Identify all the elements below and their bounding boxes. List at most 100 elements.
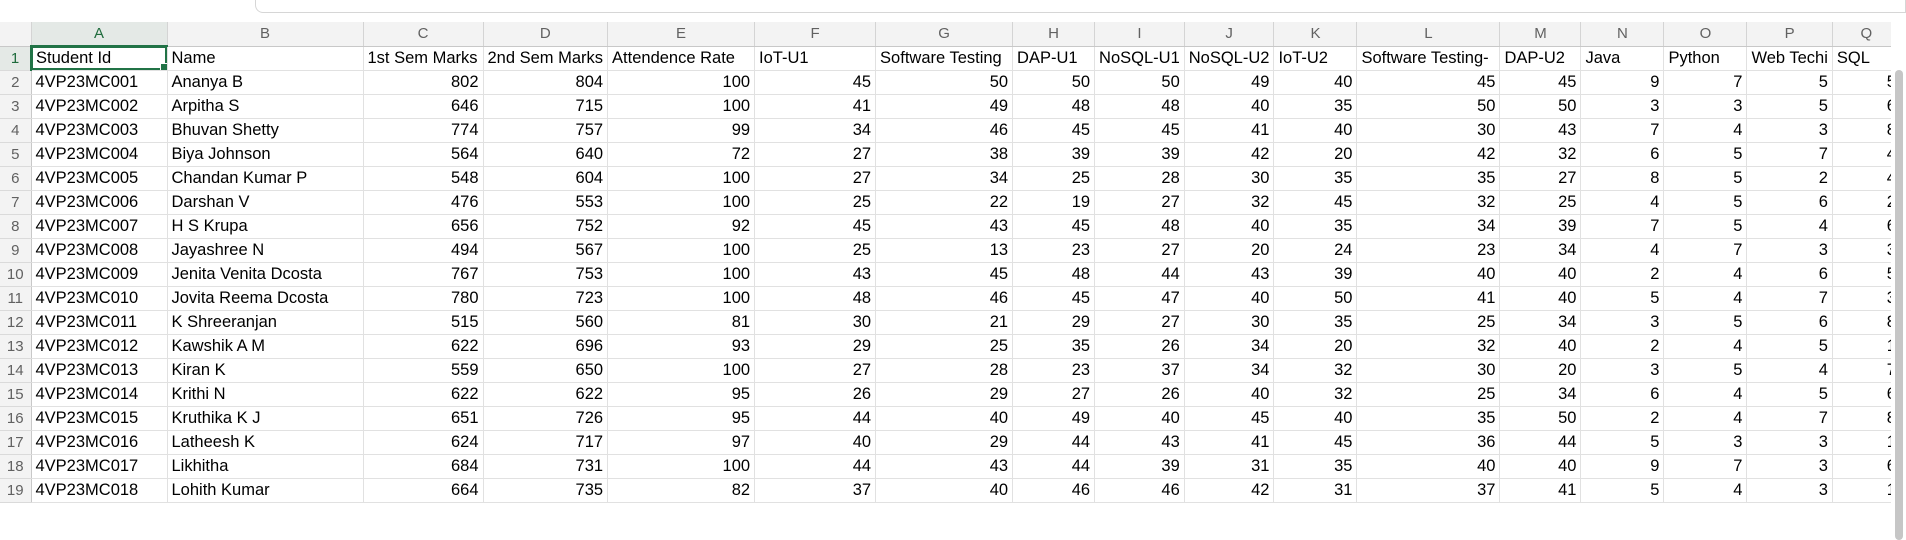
cell-f8[interactable]: 45 [754,214,877,239]
column-header-j[interactable]: J [1184,22,1275,47]
cell-j6[interactable]: 30 [1184,166,1275,191]
cell-o17[interactable]: 3 [1663,430,1748,455]
column-header-f[interactable]: F [754,22,877,47]
cell-d15[interactable]: 622 [483,382,609,407]
cell-b9[interactable]: Jayashree N [167,238,364,263]
cell-c8[interactable]: 656 [363,214,484,239]
cell-a3[interactable]: 4VP23MC002 [31,94,168,119]
cell-d1[interactable]: 2nd Sem Marks [483,46,609,71]
cell-h19[interactable]: 46 [1012,478,1096,503]
cell-m2[interactable]: 45 [1499,70,1582,95]
cell-j10[interactable]: 43 [1184,262,1275,287]
cell-f18[interactable]: 44 [754,454,877,479]
cell-l18[interactable]: 40 [1356,454,1501,479]
cell-o3[interactable]: 3 [1663,94,1748,119]
cell-j3[interactable]: 40 [1184,94,1275,119]
cell-j16[interactable]: 45 [1184,406,1275,431]
cell-e15[interactable]: 95 [607,382,756,407]
cell-g12[interactable]: 21 [875,310,1014,335]
cell-i13[interactable]: 26 [1094,334,1185,359]
scrollbar-thumb[interactable] [1895,70,1903,540]
cell-c13[interactable]: 622 [363,334,484,359]
cell-f16[interactable]: 44 [754,406,877,431]
cell-k3[interactable]: 35 [1273,94,1358,119]
cell-f15[interactable]: 26 [754,382,877,407]
cell-n2[interactable]: 9 [1580,70,1665,95]
cell-c17[interactable]: 624 [363,430,484,455]
row-header[interactable]: 15 [0,382,32,407]
column-header-h[interactable]: H [1012,22,1096,47]
column-header-b[interactable]: B [167,22,364,47]
cell-k10[interactable]: 39 [1273,262,1358,287]
cell-m7[interactable]: 25 [1499,190,1582,215]
cell-q18[interactable]: 6 [1832,454,1901,479]
cell-c10[interactable]: 767 [363,262,484,287]
cell-d3[interactable]: 715 [483,94,609,119]
cell-j13[interactable]: 34 [1184,334,1275,359]
cell-b10[interactable]: Jenita Venita Dcosta [167,262,364,287]
cell-m13[interactable]: 40 [1499,334,1582,359]
cell-a16[interactable]: 4VP23MC015 [31,406,168,431]
cell-d7[interactable]: 553 [483,190,609,215]
cell-e8[interactable]: 92 [607,214,756,239]
cell-c4[interactable]: 774 [363,118,484,143]
cell-e2[interactable]: 100 [607,70,756,95]
cell-e4[interactable]: 99 [607,118,756,143]
cell-h15[interactable]: 27 [1012,382,1096,407]
cell-l16[interactable]: 35 [1356,406,1501,431]
cell-m5[interactable]: 32 [1499,142,1582,167]
cell-n3[interactable]: 3 [1580,94,1665,119]
cell-k7[interactable]: 45 [1273,190,1358,215]
cell-m19[interactable]: 41 [1499,478,1582,503]
cell-m14[interactable]: 20 [1499,358,1582,383]
cell-e17[interactable]: 97 [607,430,756,455]
cell-d18[interactable]: 731 [483,454,609,479]
cell-c9[interactable]: 494 [363,238,484,263]
cell-g6[interactable]: 34 [875,166,1014,191]
cell-h4[interactable]: 45 [1012,118,1096,143]
cell-e1[interactable]: Attendence Rate [607,46,756,71]
cell-b13[interactable]: Kawshik A M [167,334,364,359]
cell-i6[interactable]: 28 [1094,166,1185,191]
cell-n15[interactable]: 6 [1580,382,1665,407]
cell-i5[interactable]: 39 [1094,142,1185,167]
cell-h17[interactable]: 44 [1012,430,1096,455]
cell-h7[interactable]: 19 [1012,190,1096,215]
cell-k15[interactable]: 32 [1273,382,1358,407]
cell-q1[interactable]: SQL [1832,46,1901,71]
cell-p18[interactable]: 3 [1746,454,1833,479]
cell-f4[interactable]: 34 [754,118,877,143]
cell-b1[interactable]: Name [167,46,364,71]
cell-k18[interactable]: 35 [1273,454,1358,479]
formula-bar-input[interactable] [255,0,1906,13]
cell-m3[interactable]: 50 [1499,94,1582,119]
cell-e10[interactable]: 100 [607,262,756,287]
cell-l2[interactable]: 45 [1356,70,1501,95]
cell-j12[interactable]: 30 [1184,310,1275,335]
cell-d14[interactable]: 650 [483,358,609,383]
cell-i7[interactable]: 27 [1094,190,1185,215]
cell-p17[interactable]: 3 [1746,430,1833,455]
cell-d4[interactable]: 757 [483,118,609,143]
cell-b18[interactable]: Likhitha [167,454,364,479]
cell-m10[interactable]: 40 [1499,262,1582,287]
cell-l13[interactable]: 32 [1356,334,1501,359]
cell-l19[interactable]: 37 [1356,478,1501,503]
cell-k19[interactable]: 31 [1273,478,1358,503]
cell-d6[interactable]: 604 [483,166,609,191]
cell-k9[interactable]: 24 [1273,238,1358,263]
column-header-o[interactable]: O [1663,22,1748,47]
cell-i3[interactable]: 48 [1094,94,1185,119]
cell-p13[interactable]: 5 [1746,334,1833,359]
cell-n18[interactable]: 9 [1580,454,1665,479]
cell-n11[interactable]: 5 [1580,286,1665,311]
row-header[interactable]: 9 [0,238,32,263]
cell-a18[interactable]: 4VP23MC017 [31,454,168,479]
cell-h2[interactable]: 50 [1012,70,1096,95]
column-header-a[interactable]: A [31,22,168,47]
cell-c11[interactable]: 780 [363,286,484,311]
cell-n16[interactable]: 2 [1580,406,1665,431]
cell-j15[interactable]: 40 [1184,382,1275,407]
cell-g2[interactable]: 50 [875,70,1014,95]
cell-n6[interactable]: 8 [1580,166,1665,191]
